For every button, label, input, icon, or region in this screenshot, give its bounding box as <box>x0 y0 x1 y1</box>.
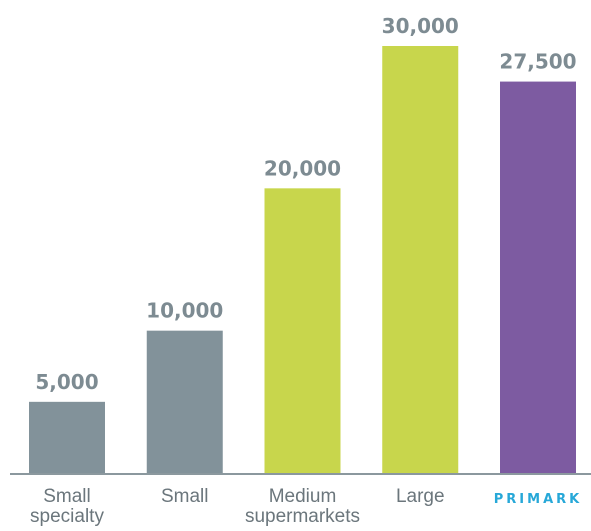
value-labels-group: 5,000 10,000 20,000 30,000 27,500 <box>35 14 576 394</box>
category-label-1-line-0: Small <box>161 486 209 507</box>
value-label-3: 30,000 <box>382 14 459 38</box>
bar-1 <box>146 330 223 473</box>
value-label-2: 20,000 <box>264 156 341 180</box>
primark-logo: PRIMARK <box>494 492 582 507</box>
value-label-0: 5,000 <box>35 370 98 394</box>
value-label-1: 10,000 <box>146 299 223 323</box>
bar-0 <box>29 401 105 473</box>
category-label-0-line-1: specialty <box>30 506 104 527</box>
value-label-4: 27,500 <box>499 50 576 74</box>
bars-group <box>29 46 576 474</box>
bar-3 <box>382 46 459 473</box>
category-label-0-line-0: Small <box>43 486 91 507</box>
category-label-2-line-1: supermarkets <box>245 506 360 527</box>
category-label-2-line-0: Medium <box>269 486 337 507</box>
category-label-3-line-0: Large <box>396 486 445 507</box>
bar-2 <box>264 188 341 474</box>
bar-4 <box>500 81 576 473</box>
